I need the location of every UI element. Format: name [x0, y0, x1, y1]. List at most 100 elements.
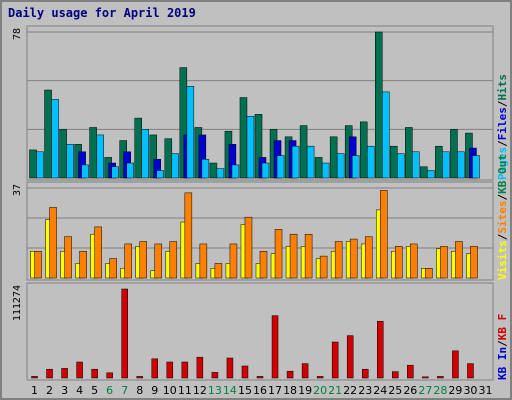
- bar-bot-kb-in-day-7: [121, 288, 128, 379]
- bar-top-pages-day-6: [111, 166, 119, 179]
- day-label-15: 15: [238, 384, 252, 397]
- bar-mid-sites-day-20: [319, 255, 328, 279]
- bar-top-hits-day-3: [59, 129, 67, 179]
- chart-title: Daily usage for April 2019: [8, 6, 196, 20]
- bar-top-pages-day-1: [36, 151, 44, 179]
- bar-top-hits-day-13: [209, 162, 218, 179]
- bar-top-pages-day-2: [51, 99, 59, 179]
- bar-top-hits-day-16: [254, 114, 263, 179]
- bar-bot-kb-in-day-23: [361, 368, 369, 379]
- panel-max-label: 78: [12, 28, 23, 40]
- bar-top-hits-day-29: [450, 129, 458, 179]
- legend-mid: Visits/Sites/KB Out: [496, 154, 509, 280]
- bar-top-hits-day-23: [359, 121, 368, 179]
- day-label-29: 29: [448, 384, 462, 397]
- bar-mid-sites-day-8: [139, 241, 147, 279]
- legend-bot: KB In/KB F: [496, 314, 509, 380]
- bar-mid-sites-day-19: [304, 233, 313, 279]
- bar-mid-sites-day-3: [64, 236, 72, 279]
- bar-top-pages-day-10: [171, 153, 180, 179]
- bar-top-pages-day-25: [397, 153, 405, 179]
- day-label-5: 5: [91, 384, 98, 397]
- bar-top-pages-day-19: [306, 145, 315, 179]
- legend-top: Pages/Files/Hits: [496, 74, 509, 180]
- bar-bot-kb-in-day-12: [196, 356, 204, 379]
- day-label-14: 14: [223, 384, 237, 397]
- day-label-28: 28: [433, 384, 447, 397]
- bar-top-pages-day-15: [246, 115, 255, 179]
- bar-bot-kb-in-day-25: [392, 371, 399, 379]
- bar-top-pages-day-8: [141, 129, 149, 179]
- bar-top-pages-day-28: [442, 151, 450, 179]
- bar-bot-kb-in-day-28: [437, 376, 444, 379]
- bar-mid-sites-day-2: [49, 207, 57, 279]
- panel-max-label: 111274: [12, 285, 23, 321]
- day-label-27: 27: [418, 384, 432, 397]
- bar-top-hits-day-1: [29, 149, 37, 179]
- bar-bot-kb-in-day-4: [76, 361, 83, 379]
- day-label-17: 17: [268, 384, 282, 397]
- bar-bot-kb-in-day-18: [286, 370, 294, 379]
- day-label-7: 7: [121, 384, 128, 397]
- legend-part: /: [496, 194, 509, 201]
- bar-bot-kb-in-day-21: [331, 341, 339, 379]
- bar-top-hits-day-26: [405, 127, 413, 179]
- bar-bot-kb-in-day-13: [211, 372, 219, 379]
- bar-top-pages-day-5: [96, 134, 104, 179]
- legend-part: KB In: [496, 347, 509, 380]
- bar-bot-kb-in-day-10: [166, 361, 174, 379]
- bar-top-hits-day-20: [314, 157, 323, 179]
- bar-bot-kb-in-day-27: [422, 376, 429, 379]
- panel-max-label: 37: [12, 184, 23, 196]
- bar-top-hits-day-27: [420, 166, 428, 179]
- bar-bot-kb-in-day-30: [467, 363, 474, 379]
- day-label-18: 18: [283, 384, 297, 397]
- bar-top-hits-day-2: [44, 89, 52, 179]
- bar-top-pages-day-18: [291, 145, 300, 179]
- bar-bot-kb-in-day-1: [31, 376, 38, 379]
- bar-mid-sites-day-22: [349, 238, 358, 279]
- bar-top-hits-day-10: [164, 138, 173, 179]
- panel-bot: [26, 282, 494, 381]
- legend-part: Files: [496, 107, 509, 140]
- day-label-23: 23: [358, 384, 372, 397]
- bar-mid-sites-day-9: [154, 243, 163, 279]
- bar-top-pages-day-9: [156, 170, 165, 179]
- bar-mid-sites-day-17: [274, 229, 283, 279]
- day-label-26: 26: [403, 384, 417, 397]
- day-label-22: 22: [343, 384, 357, 397]
- day-label-10: 10: [163, 384, 177, 397]
- bar-bot-kb-in-day-26: [407, 364, 414, 379]
- bar-top-pages-day-30: [472, 155, 480, 179]
- bar-bot-kb-in-day-15: [241, 365, 249, 379]
- bar-mid-sites-day-28: [440, 246, 448, 279]
- bar-bot-kb-in-day-3: [61, 368, 68, 379]
- legend-part: /: [496, 340, 509, 347]
- day-label-25: 25: [388, 384, 402, 397]
- bar-top-hits-day-9: [149, 134, 158, 179]
- day-label-19: 19: [298, 384, 312, 397]
- bar-bot-kb-in-day-16: [256, 376, 264, 379]
- bar-bot-kb-in-day-22: [346, 335, 354, 379]
- bar-top-hits-day-5: [89, 127, 97, 179]
- bar-top-pages-day-29: [457, 151, 465, 179]
- bar-mid-sites-day-30: [470, 246, 478, 279]
- bar-mid-sites-day-5: [94, 226, 102, 279]
- bar-mid-sites-day-16: [259, 250, 268, 279]
- bar-mid-sites-day-27: [425, 268, 433, 279]
- day-label-2: 2: [46, 384, 53, 397]
- bar-mid-sites-day-4: [79, 250, 87, 279]
- bar-mid-sites-day-11: [184, 192, 193, 279]
- bar-top-pages-day-21: [336, 153, 345, 179]
- bar-mid-sites-day-23: [364, 236, 373, 279]
- day-label-1: 1: [31, 384, 38, 397]
- bar-top-pages-day-20: [321, 162, 330, 179]
- bar-bot-kb-in-day-11: [181, 361, 189, 379]
- day-label-21: 21: [328, 384, 342, 397]
- legend-part: Hits: [496, 74, 509, 101]
- bar-bot-kb-in-day-8: [136, 376, 143, 379]
- bar-bot-kb-in-day-19: [301, 363, 309, 379]
- bar-mid-sites-day-14: [229, 243, 238, 279]
